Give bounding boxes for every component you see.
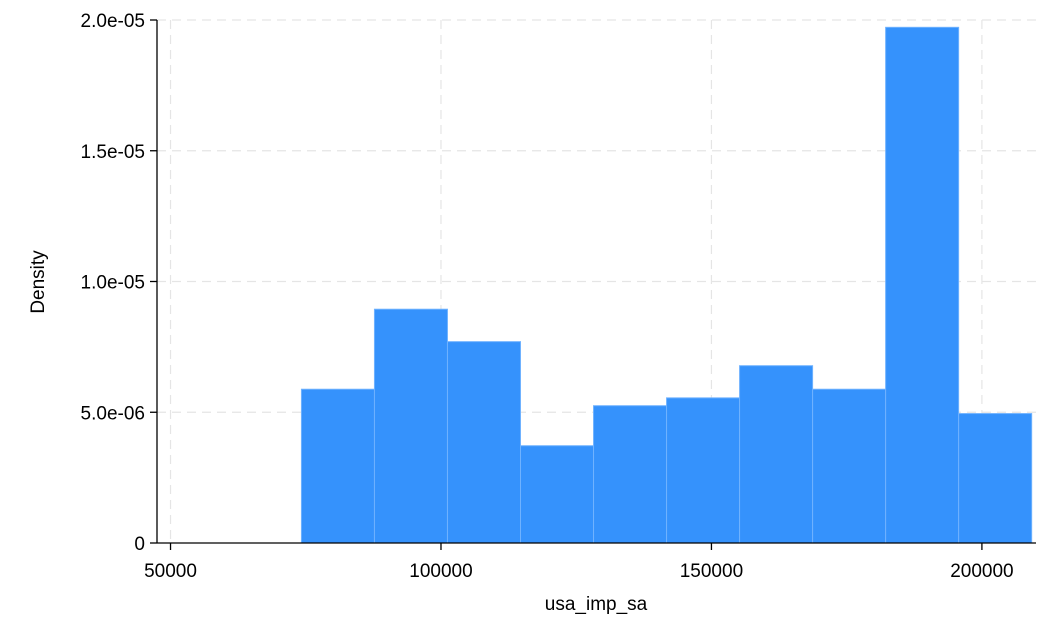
- y-axis-ticks: 0 5.0e-06 1.0e-05 1.5e-05 2.0e-05: [81, 11, 157, 555]
- y-axis-title: Density: [28, 250, 49, 314]
- x-tick-label-3: 200000: [950, 561, 1013, 582]
- x-tick-label-2: 150000: [680, 561, 743, 582]
- histogram-bar-2: [446, 341, 522, 544]
- y-tick-label-4: 2.0e-05: [81, 11, 145, 32]
- x-tick-label-1: 100000: [409, 561, 472, 582]
- x-tick-label-0: 50000: [144, 561, 197, 582]
- x-axis-title: usa_imp_sa: [545, 594, 648, 615]
- histogram-bar-4: [593, 405, 668, 544]
- histogram-bar-3: [520, 445, 595, 544]
- histogram-bars: [300, 26, 1033, 544]
- y-tick-label-0: 0: [134, 534, 145, 555]
- y-tick-label-1: 5.0e-06: [81, 403, 145, 424]
- histogram-bar-7: [812, 388, 887, 544]
- y-tick-label-2: 1.0e-05: [81, 273, 145, 294]
- histogram-bar-9: [958, 413, 1033, 544]
- histogram-bar-6: [739, 365, 814, 544]
- y-tick-label-3: 1.5e-05: [81, 142, 145, 163]
- histogram-bar-1: [373, 308, 448, 544]
- x-axis-ticks: 50000 100000 150000 200000: [144, 543, 1014, 582]
- histogram-bar-5: [666, 397, 741, 544]
- histogram-bar-8: [885, 26, 960, 544]
- histogram-bar-0: [300, 388, 375, 544]
